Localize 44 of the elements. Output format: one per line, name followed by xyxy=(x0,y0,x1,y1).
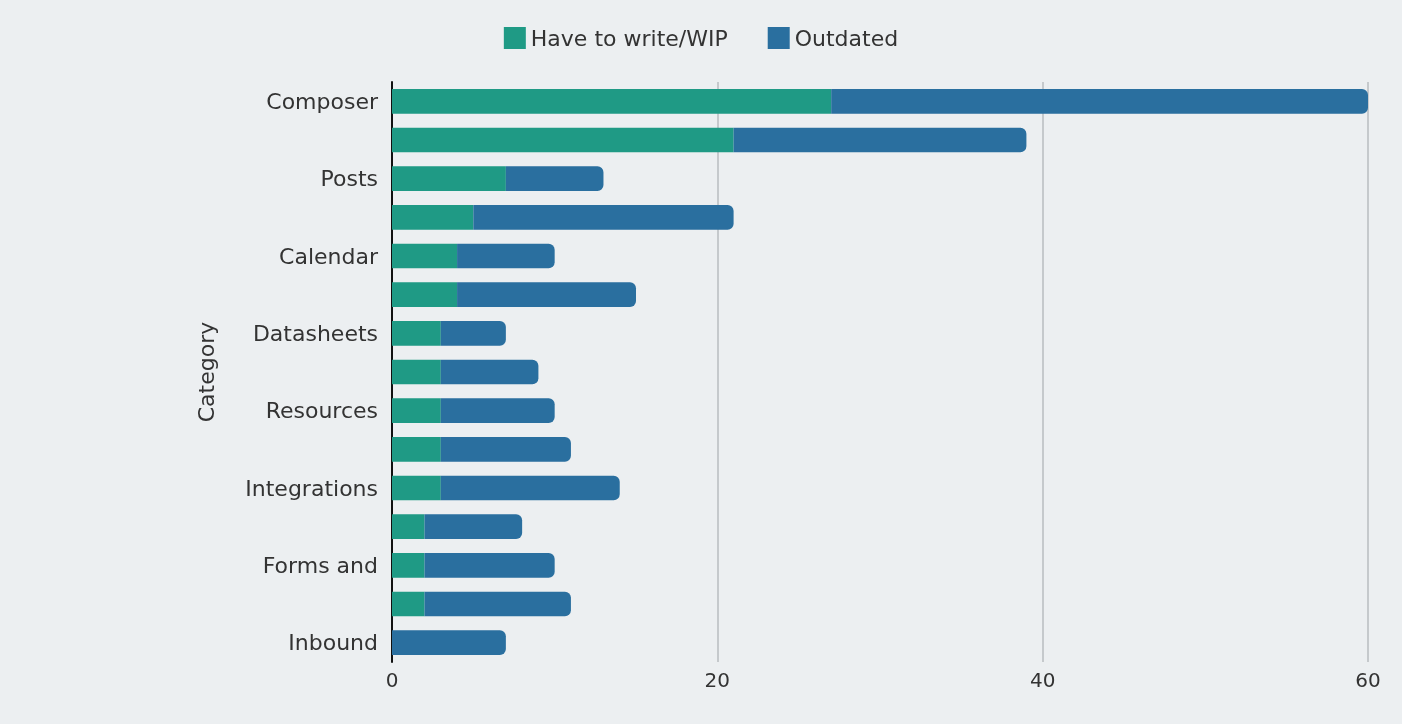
bar xyxy=(392,243,458,269)
bar xyxy=(424,591,571,617)
y-tick-label: Calendar xyxy=(279,243,379,269)
y-tick-label: Integrations xyxy=(245,475,378,501)
bar xyxy=(392,127,734,153)
bar xyxy=(505,166,604,192)
bar xyxy=(473,204,734,230)
bar xyxy=(424,552,555,578)
bar xyxy=(440,320,506,346)
y-axis-title: Category xyxy=(193,321,219,423)
bar xyxy=(392,475,441,501)
bar xyxy=(440,436,571,462)
bar xyxy=(392,359,441,385)
legend-label: Have to write/WIP xyxy=(530,25,728,51)
bar xyxy=(392,398,441,424)
bar xyxy=(392,320,441,346)
x-tick-label: 20 xyxy=(704,668,731,692)
bar xyxy=(440,398,555,424)
y-tick-label: Inbound xyxy=(288,630,378,656)
y-tick-label: Posts xyxy=(320,166,378,192)
bar xyxy=(392,630,506,656)
bar xyxy=(392,552,425,578)
x-tick-label: 0 xyxy=(385,668,399,692)
y-tick-label: Forms and xyxy=(262,552,378,578)
x-tick-label: 40 xyxy=(1029,668,1056,692)
bar xyxy=(457,282,636,308)
bar xyxy=(440,475,620,501)
bar xyxy=(457,243,555,269)
bar xyxy=(392,514,425,540)
bar xyxy=(392,591,425,617)
bar xyxy=(440,359,539,385)
y-tick-label: Composer xyxy=(266,88,379,114)
bar xyxy=(392,436,441,462)
bar xyxy=(392,282,458,308)
bar xyxy=(831,88,1368,114)
bar xyxy=(392,166,506,192)
bar xyxy=(424,514,523,540)
y-tick-label: Datasheets xyxy=(252,320,378,346)
bar xyxy=(392,204,474,230)
legend-label: Outdated xyxy=(794,25,899,51)
bar xyxy=(392,88,832,114)
y-tick-label: Resources xyxy=(265,398,378,424)
x-tick-label: 60 xyxy=(1355,668,1381,692)
bar xyxy=(733,127,1027,153)
